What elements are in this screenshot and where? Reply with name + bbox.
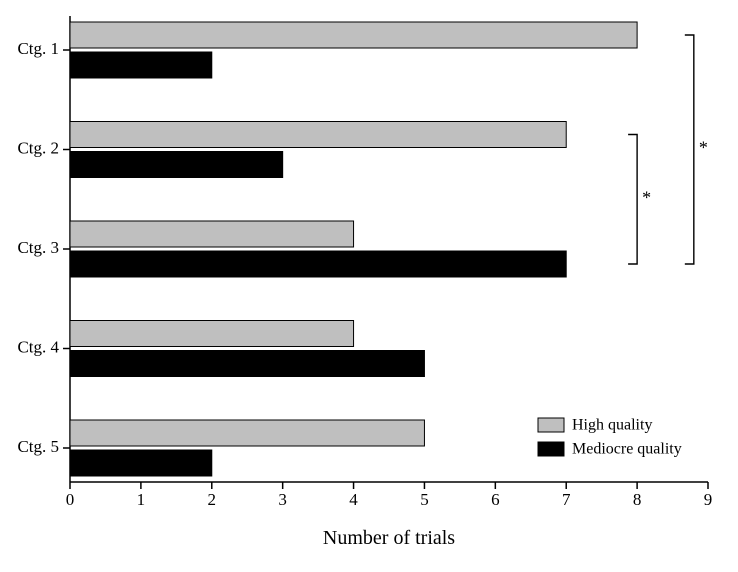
bar-mediocre-quality xyxy=(70,450,212,476)
legend-label: High quality xyxy=(572,417,652,434)
x-tick-label: 6 xyxy=(491,490,500,509)
x-tick-label: 4 xyxy=(349,490,358,509)
x-tick-label: 1 xyxy=(137,490,146,509)
significance-bracket xyxy=(685,35,694,264)
bar-high-quality xyxy=(70,221,354,247)
x-tick-label: 3 xyxy=(278,490,287,509)
x-tick-label: 0 xyxy=(66,490,75,509)
bar-high-quality xyxy=(70,321,354,347)
significance-label: * xyxy=(642,187,651,207)
bar-chart: 0 1 2 3 4 5 6 7 8 9 Ctg. 1 Ctg. 2 Ctg. 3 Ctg. 4 Ctg. 5… xyxy=(0,0,738,572)
bar-mediocre-quality xyxy=(70,251,566,277)
chart-container: 0 1 2 3 4 5 6 7 8 9 Ctg. 1 Ctg. 2 Ctg. 3 Ctg. 4 Ctg. 5… xyxy=(0,0,738,572)
bar-mediocre-quality xyxy=(70,52,212,78)
x-tick-label: 7 xyxy=(562,490,571,509)
significance-label: * xyxy=(699,138,708,158)
bar-mediocre-quality xyxy=(70,152,283,178)
bar-high-quality xyxy=(70,122,566,148)
x-tick-label: 2 xyxy=(208,490,217,509)
y-tick-label: Ctg. 3 xyxy=(17,238,59,257)
significance-bracket xyxy=(628,135,637,265)
y-tick-label: Ctg. 1 xyxy=(17,39,59,58)
x-axis-label: Number of trials xyxy=(323,527,455,549)
bar-mediocre-quality xyxy=(70,351,424,377)
x-tick-label: 5 xyxy=(420,490,429,509)
legend: High quality Mediocre quality xyxy=(538,417,682,458)
legend-swatch xyxy=(538,418,564,432)
legend-label: Mediocre quality xyxy=(572,441,682,458)
y-tick-label: Ctg. 5 xyxy=(17,437,59,456)
x-tick-label: 8 xyxy=(633,490,642,509)
bar-high-quality xyxy=(70,420,424,446)
legend-swatch xyxy=(538,442,564,456)
y-tick-label: Ctg. 2 xyxy=(17,138,59,157)
x-tick-label: 9 xyxy=(704,490,713,509)
bar-high-quality xyxy=(70,22,637,48)
y-tick-label: Ctg. 4 xyxy=(17,337,59,356)
